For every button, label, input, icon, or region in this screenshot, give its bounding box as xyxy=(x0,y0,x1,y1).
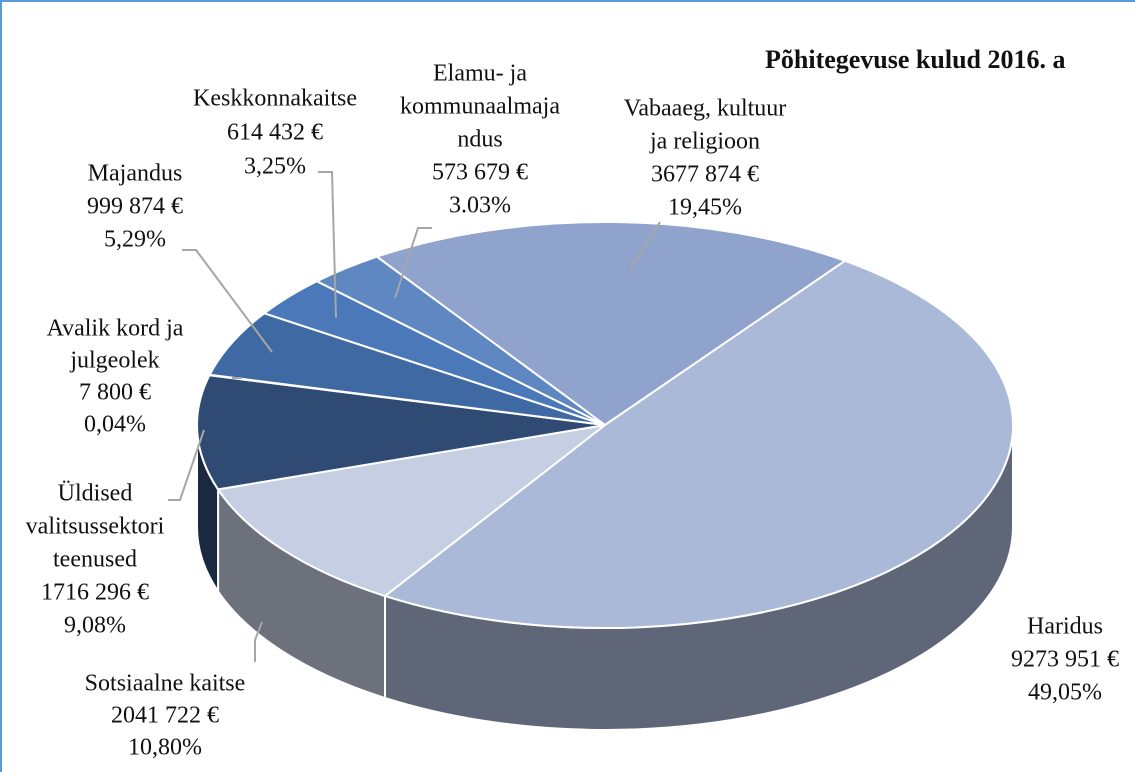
slice-label: Üldised xyxy=(58,481,133,507)
slice-label: Haridus xyxy=(1027,614,1103,640)
leader-line xyxy=(182,249,273,353)
pie xyxy=(196,221,1014,731)
labels: Vabaaeg, kultuur ja religioon 3677 874 € 19… xyxy=(26,61,1119,761)
percent-label: 0,04% xyxy=(84,412,146,438)
slice-label: teenused xyxy=(53,547,137,573)
slice-label: Vabaaeg, kultuur xyxy=(624,96,787,122)
pie-slice xyxy=(196,374,606,491)
value-label: 1716 296 € xyxy=(41,580,149,606)
leader-line xyxy=(629,221,661,271)
leader-line xyxy=(318,171,337,319)
leader-line xyxy=(254,621,263,662)
pie-slice xyxy=(208,312,606,426)
value-label: 2041 722 € xyxy=(111,703,219,729)
percent-label: 3.03% xyxy=(449,193,511,219)
slice-label: valitsussektori xyxy=(26,514,165,540)
percent-label: 5,29% xyxy=(104,227,166,253)
percent-label: 10,80% xyxy=(128,735,202,761)
percent-label: 3,25% xyxy=(244,154,306,180)
value-label: 9273 951 € xyxy=(1011,647,1119,673)
slice-label: Keskkonnakaitse xyxy=(193,86,357,112)
chart-title: Põhitegevuse kulud 2016. a xyxy=(765,45,1066,74)
slice-label: Majandus xyxy=(88,161,183,187)
pie-slice xyxy=(374,221,848,427)
slice-label: Sotsiaalne kaitse xyxy=(85,671,246,697)
slice-label: Avalik kord ja xyxy=(47,316,184,342)
slice-label: julgeolek xyxy=(69,348,159,374)
value-label: 3677 874 € xyxy=(651,162,759,188)
value-label: 614 432 € xyxy=(227,120,323,146)
percent-label: 19,45% xyxy=(668,195,742,221)
slice-label: Elamu- ja xyxy=(433,61,527,87)
pie-slice xyxy=(216,424,606,598)
slice-label: ndus xyxy=(457,127,502,153)
pie-slice xyxy=(314,255,606,426)
value-label: 999 874 € xyxy=(87,194,183,220)
leader-lines xyxy=(168,171,661,662)
slice-label: kommunaalmaja xyxy=(400,94,560,120)
value-label: 7 800 € xyxy=(79,380,151,406)
percent-label: 9,08% xyxy=(64,613,126,639)
value-label: 573 679 € xyxy=(432,160,528,186)
percent-label: 49,05% xyxy=(1028,680,1102,706)
leader-line xyxy=(168,429,205,501)
slice-label: ja religioon xyxy=(649,129,760,155)
leader-line xyxy=(394,227,432,299)
pie-slice xyxy=(382,259,1014,629)
